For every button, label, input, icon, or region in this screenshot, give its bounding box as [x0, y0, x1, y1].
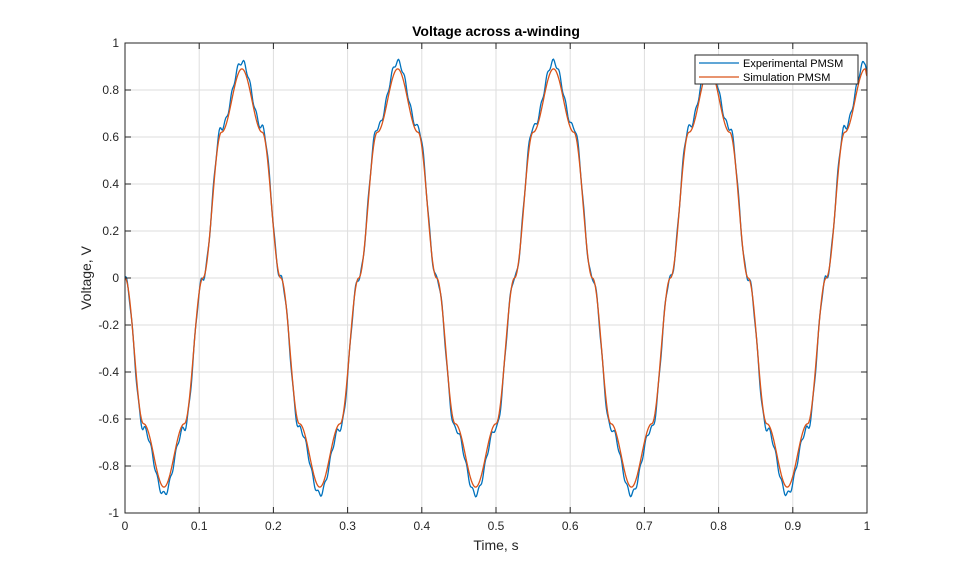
- x-tick-labels: 0 0.1 0.2 0.3 0.4 0.5 0.6 0.7 0.8 0.9 1: [122, 519, 871, 533]
- x-axis-label: Time, s: [473, 537, 518, 553]
- legend-box: [694, 54, 859, 85]
- y-tick-label: 0.6: [102, 130, 119, 144]
- x-tick-label: 0.4: [413, 519, 430, 533]
- x-tick-label: 0: [122, 519, 129, 533]
- y-tick-label: -0.2: [98, 318, 119, 332]
- y-tick-label: -1: [108, 506, 119, 520]
- y-tick-label: 0.2: [102, 224, 119, 238]
- y-tick-label: -0.8: [98, 459, 119, 473]
- x-tick-label: 0.2: [265, 519, 282, 533]
- tick-marks: [124, 42, 868, 514]
- y-tick-labels: -1 -0.8 -0.6 -0.4 -0.2 0 0.2 0.4 0.6 0.8 1: [98, 36, 119, 520]
- series-group: [124, 58, 868, 498]
- y-tick-label: 1: [112, 36, 119, 50]
- x-tick-label: 0.5: [488, 519, 505, 533]
- series-line-simulation-pmsm: [124, 68, 868, 488]
- y-tick-label: 0.4: [102, 177, 119, 191]
- legend-label-experimental: Experimental PMSM: [743, 58, 843, 70]
- y-tick-label: -0.6: [98, 412, 119, 426]
- x-tick-label: 0.3: [339, 519, 356, 533]
- chart-title: Voltage across a-winding: [412, 23, 580, 39]
- y-axis-label: Voltage, V: [78, 245, 94, 309]
- x-tick-label: 0.1: [191, 519, 208, 533]
- legend-label-simulation: Simulation PMSM: [743, 72, 830, 84]
- x-tick-label: 0.6: [562, 519, 579, 533]
- y-tick-label: 0.8: [102, 83, 119, 97]
- x-tick-label: 1: [864, 519, 871, 533]
- x-tick-label: 0.9: [784, 519, 801, 533]
- x-tick-label: 0.8: [710, 519, 727, 533]
- legend[interactable]: Experimental PMSM Simulation PMSM: [694, 54, 859, 85]
- y-tick-label: 0: [112, 271, 119, 285]
- x-tick-label: 0.7: [636, 519, 653, 533]
- y-tick-label: -0.4: [98, 365, 119, 379]
